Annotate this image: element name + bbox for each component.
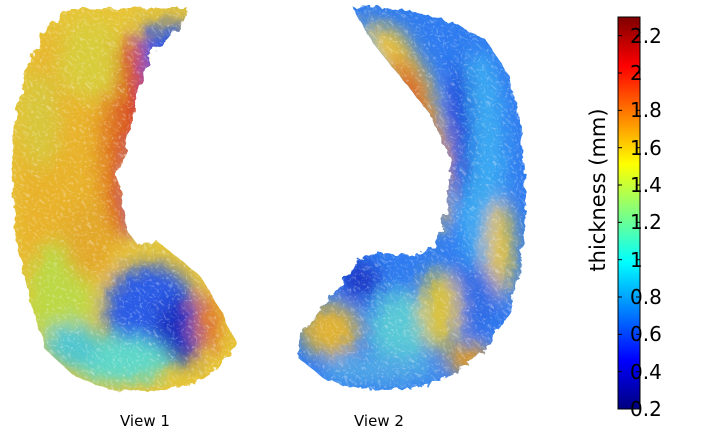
colorbar-ticks [618, 35, 640, 410]
colorbar-tick-label: 0.2 [630, 397, 662, 421]
surface-view-1 [12, 8, 238, 392]
view-2-label: View 2 [354, 412, 404, 430]
colorbar-gradient [617, 16, 641, 410]
colorbar-tick-label: 1.6 [630, 135, 662, 160]
colorbar-tick-label: 0.6 [630, 322, 662, 347]
colorbar-tick-label: 1.4 [630, 173, 662, 197]
colorbar-tick-label: 0.4 [630, 359, 662, 384]
surface-view-2 [298, 6, 526, 390]
colorbar-tick-label: 1 [630, 247, 643, 272]
view-1-label: View 1 [120, 412, 170, 430]
colorbar-tick-label: 2 [630, 61, 643, 85]
colorbar-label: thickness (mm) [586, 108, 610, 272]
colorbar-tick-label: 1.2 [630, 210, 662, 235]
colorbar-tick-label: 1.8 [630, 98, 662, 123]
colorbar-tick-label: 0.8 [630, 285, 662, 309]
colorbar-tick-label: 2.2 [630, 23, 662, 48]
colorbar [617, 16, 641, 410]
